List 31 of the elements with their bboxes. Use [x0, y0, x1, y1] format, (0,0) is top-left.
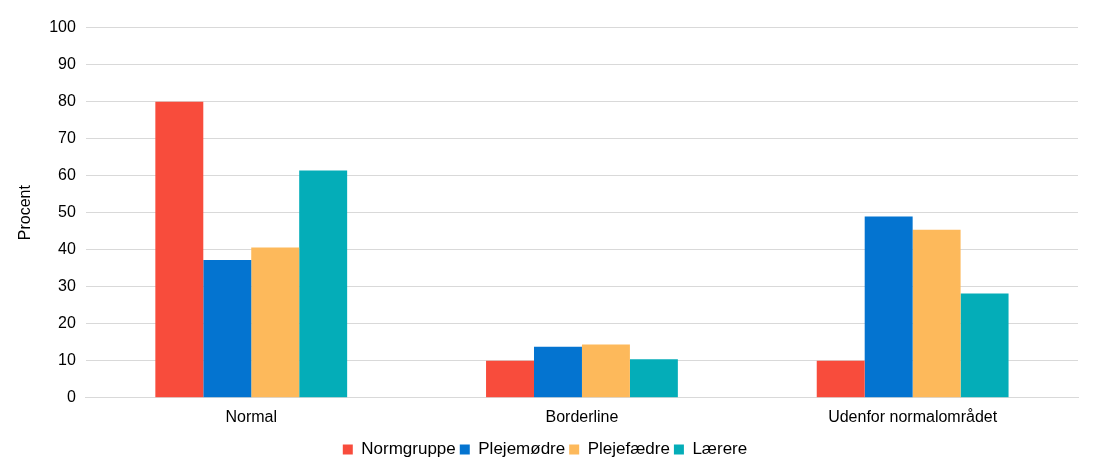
x-tick-label: Udenfor normalområdet — [828, 407, 998, 425]
bar — [960, 293, 1009, 398]
y-tick-label: 50 — [58, 203, 76, 221]
bar — [581, 344, 630, 398]
legend-label: Plejefædre — [587, 439, 670, 459]
bar — [816, 360, 865, 398]
y-tick-label: 10 — [58, 351, 76, 369]
x-tick-label: Borderline — [545, 407, 619, 425]
bar — [864, 216, 913, 398]
bar — [155, 101, 204, 398]
bar — [203, 260, 252, 398]
bar — [299, 170, 348, 398]
y-tick-label: 70 — [58, 129, 76, 147]
y-tick-label: 80 — [58, 92, 76, 110]
y-axis-title: Procent — [16, 184, 34, 241]
y-tick-label: 40 — [58, 240, 76, 258]
y-tick-label: 30 — [58, 277, 76, 295]
bar — [486, 360, 534, 398]
legend-label: Normgruppe — [361, 439, 456, 459]
y-tick-label: 60 — [58, 166, 76, 184]
legend-label: Lærere — [692, 439, 748, 459]
bar — [251, 247, 300, 398]
y-tick-label: 100 — [49, 18, 76, 36]
bar — [912, 229, 961, 398]
y-tick-label: 0 — [66, 388, 76, 406]
y-tick-label: 20 — [58, 314, 76, 332]
y-tick-label: 90 — [58, 55, 76, 73]
bar — [629, 359, 678, 398]
x-tick-label: Normal — [225, 407, 278, 425]
legend-label: Plejemødre — [478, 439, 566, 459]
bar — [534, 346, 582, 398]
